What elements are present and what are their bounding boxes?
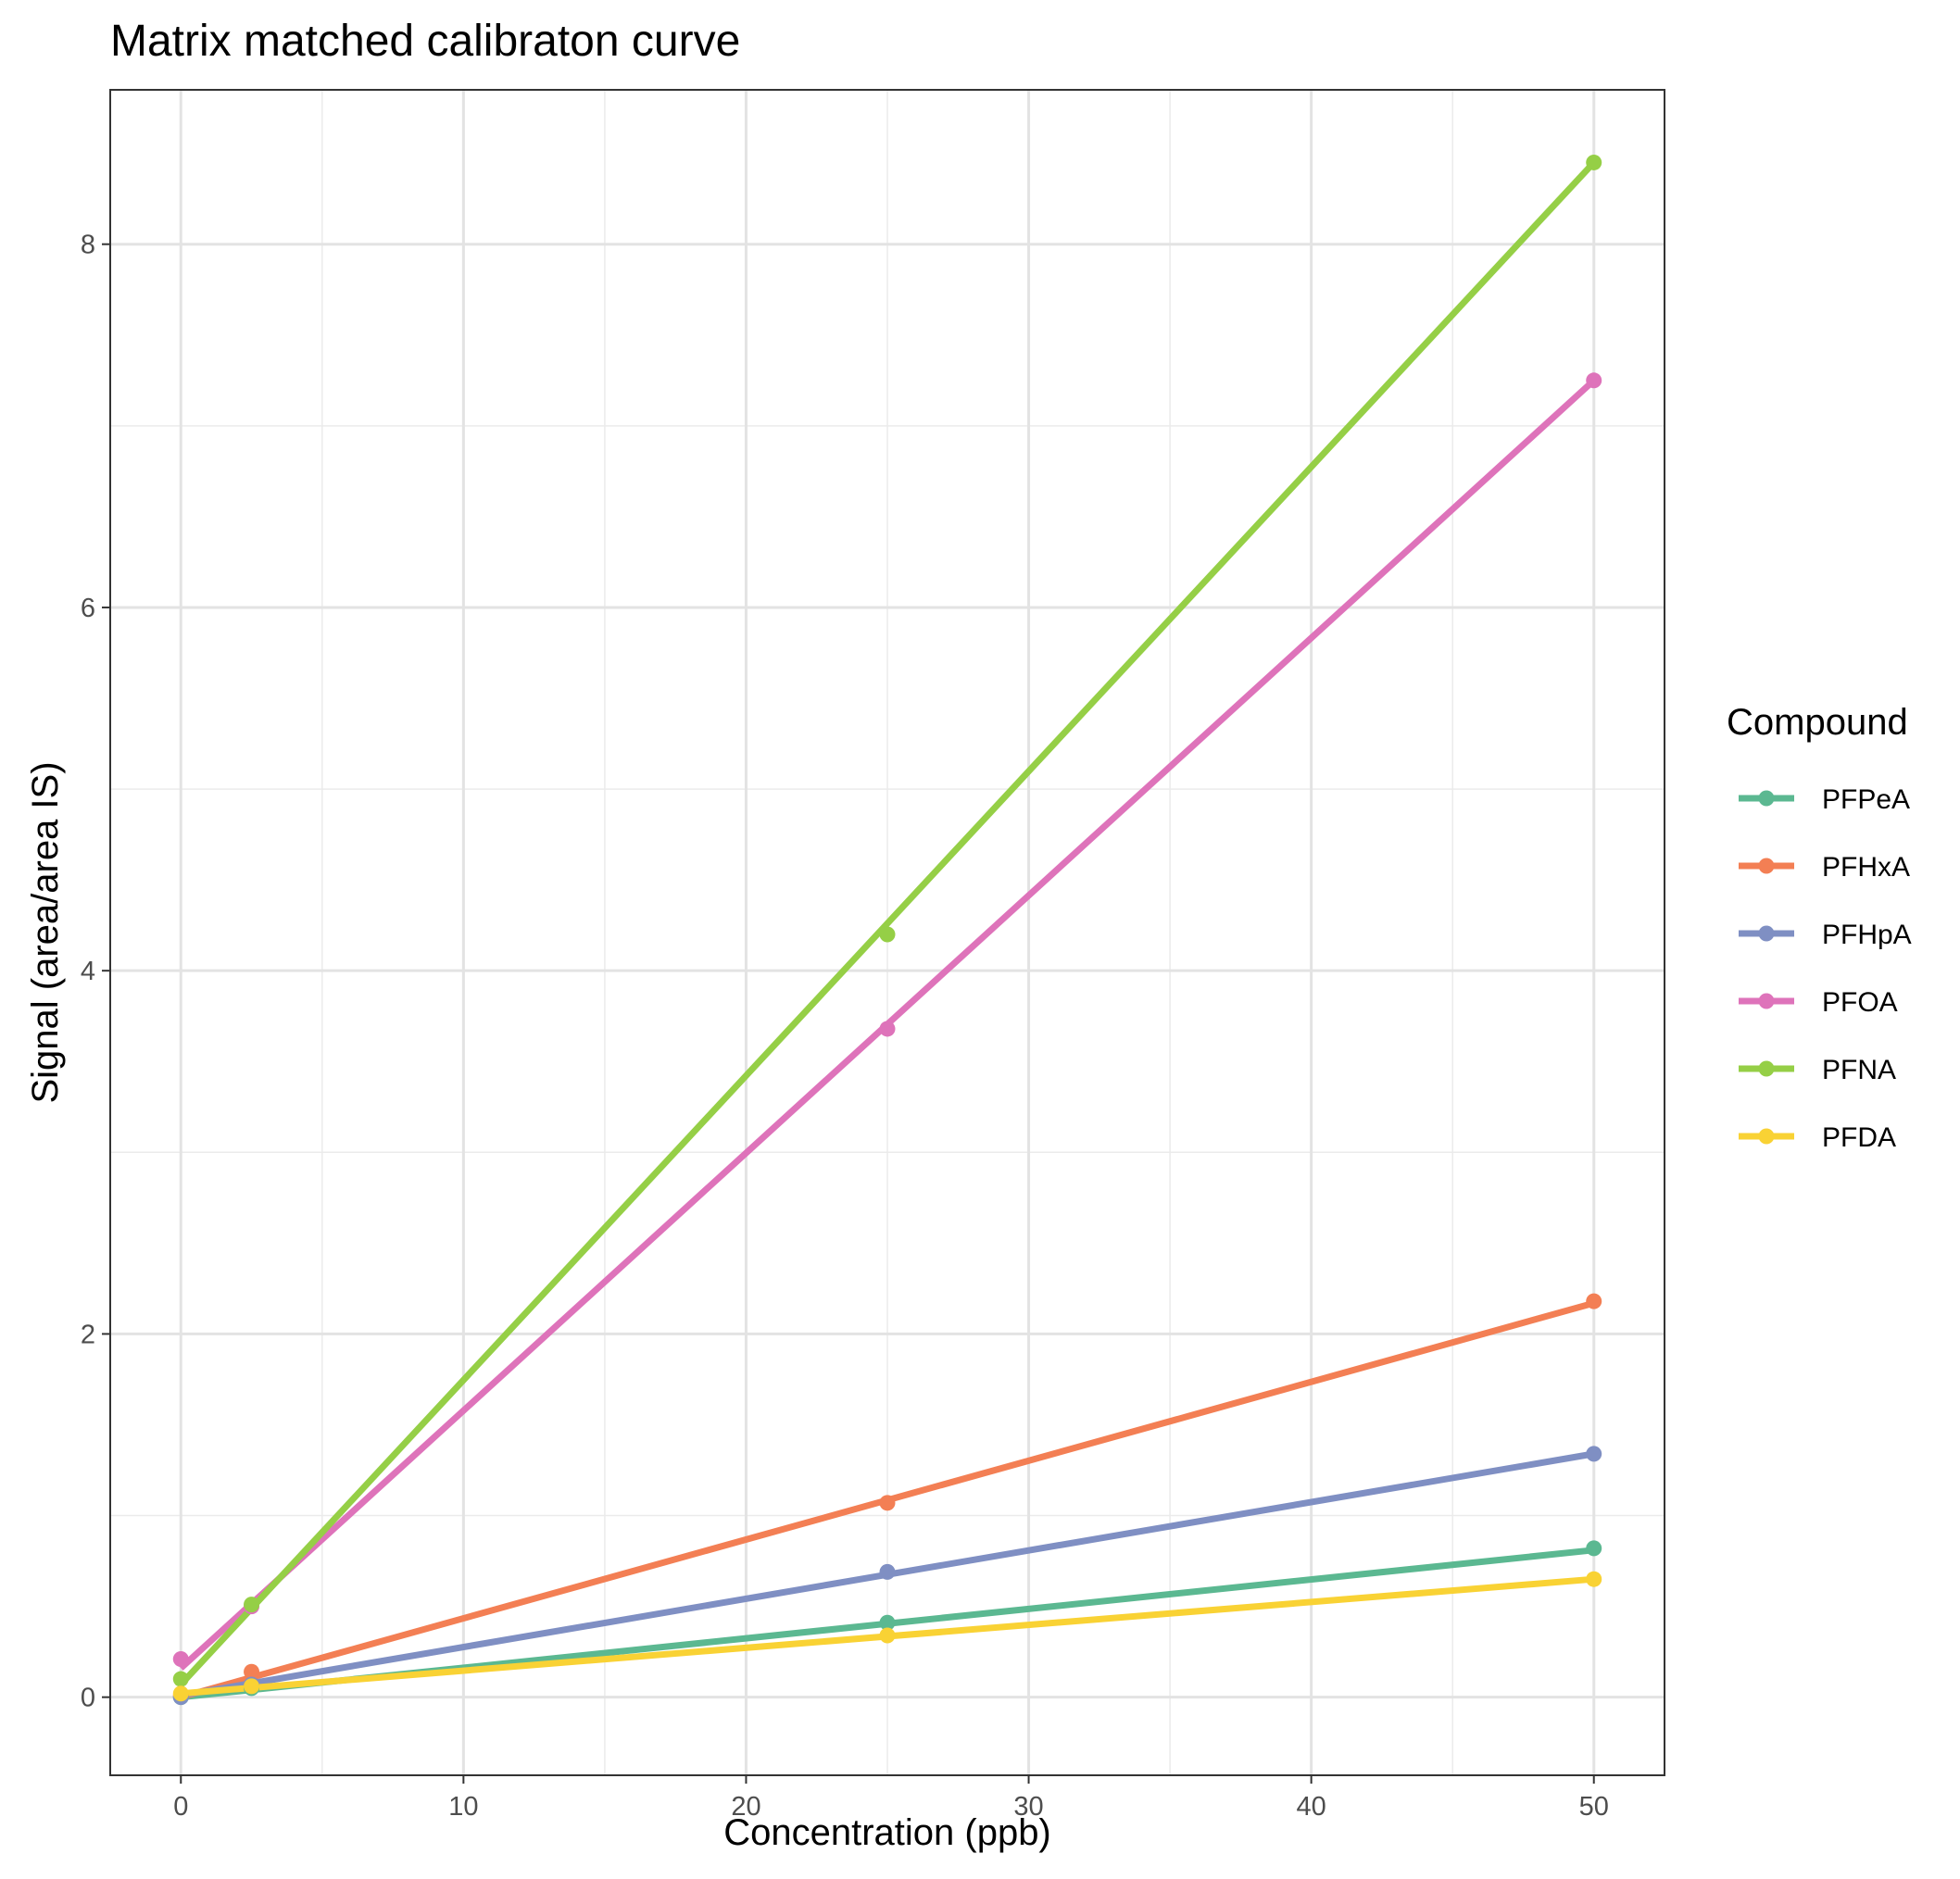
legend-item-pfhpa: PFHpA bbox=[1739, 920, 1912, 950]
legend-swatch-point bbox=[1758, 1060, 1775, 1077]
legend-items: PFPeA PFHxA PFHpA PFOA PFNA PFDA bbox=[1739, 784, 1912, 1153]
x-axis-ticks: 0 10 20 30 40 50 bbox=[173, 1775, 1609, 1822]
x-tick-label: 20 bbox=[731, 1792, 760, 1822]
plot-border bbox=[109, 89, 1665, 1776]
data-point-pfna bbox=[172, 1671, 189, 1687]
y-tick-label: 4 bbox=[81, 957, 95, 986]
legend-label: PFNA bbox=[1822, 1055, 1896, 1085]
series-line-pfna bbox=[178, 160, 1597, 1687]
legend-swatch-point bbox=[1758, 925, 1775, 942]
data-point-pfna bbox=[879, 926, 896, 943]
y-axis-ticks: 0 2 4 6 8 bbox=[81, 231, 110, 1713]
data-point-pfoa bbox=[172, 1650, 189, 1667]
legend-label: PFPeA bbox=[1822, 784, 1910, 815]
data-point-pfhxa bbox=[1586, 1293, 1602, 1309]
x-tick-label: 0 bbox=[173, 1792, 188, 1822]
data-point-pfda bbox=[172, 1685, 189, 1702]
data-point-pfda bbox=[879, 1627, 896, 1644]
legend-swatch-point bbox=[1758, 790, 1775, 807]
x-tick-label: 40 bbox=[1297, 1792, 1326, 1822]
x-tick-label: 50 bbox=[1579, 1792, 1609, 1822]
y-tick-label: 6 bbox=[81, 594, 95, 623]
data-point-pfna bbox=[1586, 154, 1602, 170]
y-tick-label: 2 bbox=[81, 1320, 95, 1349]
legend-label: PFDA bbox=[1822, 1122, 1896, 1153]
data-point-pfpea bbox=[1586, 1540, 1602, 1557]
data-point-pfhxa bbox=[879, 1495, 896, 1511]
chart-title: Matrix matched calibraton curve bbox=[110, 17, 740, 66]
data-point-pfna bbox=[244, 1597, 260, 1613]
x-tick-label: 10 bbox=[448, 1792, 478, 1822]
legend-swatch-point bbox=[1758, 858, 1775, 874]
data-point-pfda bbox=[244, 1678, 260, 1695]
legend-item-pfna: PFNA bbox=[1739, 1055, 1896, 1085]
legend-item-pfoa: PFOA bbox=[1739, 987, 1898, 1018]
y-axis-title: Signal (area/area IS) bbox=[25, 761, 66, 1103]
legend-label: PFHpA bbox=[1822, 920, 1912, 950]
data-point-pfhxa bbox=[244, 1663, 260, 1680]
legend-item-pfpea: PFPeA bbox=[1739, 784, 1910, 815]
legend-item-pfda: PFDA bbox=[1739, 1122, 1896, 1153]
grid-major bbox=[110, 90, 1665, 1775]
x-tick-label: 30 bbox=[1013, 1792, 1043, 1822]
legend-title: Compound bbox=[1727, 702, 1908, 743]
x-axis-title: Concentration (ppb) bbox=[723, 1812, 1051, 1853]
legend: Compound PFPeA PFHxA PFHpA PFOA PFNA PFDA bbox=[1727, 702, 1912, 1153]
data-point-pfda bbox=[1586, 1571, 1602, 1587]
data-point-pfpea bbox=[879, 1614, 896, 1631]
legend-swatch-point bbox=[1758, 993, 1775, 1009]
y-tick-label: 8 bbox=[81, 231, 95, 260]
data-point-pfoa bbox=[879, 1021, 896, 1037]
legend-item-pfhxa: PFHxA bbox=[1739, 852, 1910, 883]
series-points bbox=[172, 154, 1602, 1706]
legend-swatch-point bbox=[1758, 1128, 1775, 1145]
data-point-pfoa bbox=[1586, 372, 1602, 389]
legend-label: PFHxA bbox=[1822, 852, 1910, 883]
data-point-pfhpa bbox=[879, 1563, 896, 1580]
y-tick-label: 0 bbox=[81, 1684, 95, 1713]
legend-label: PFOA bbox=[1822, 987, 1898, 1018]
data-point-pfhpa bbox=[1586, 1446, 1602, 1462]
